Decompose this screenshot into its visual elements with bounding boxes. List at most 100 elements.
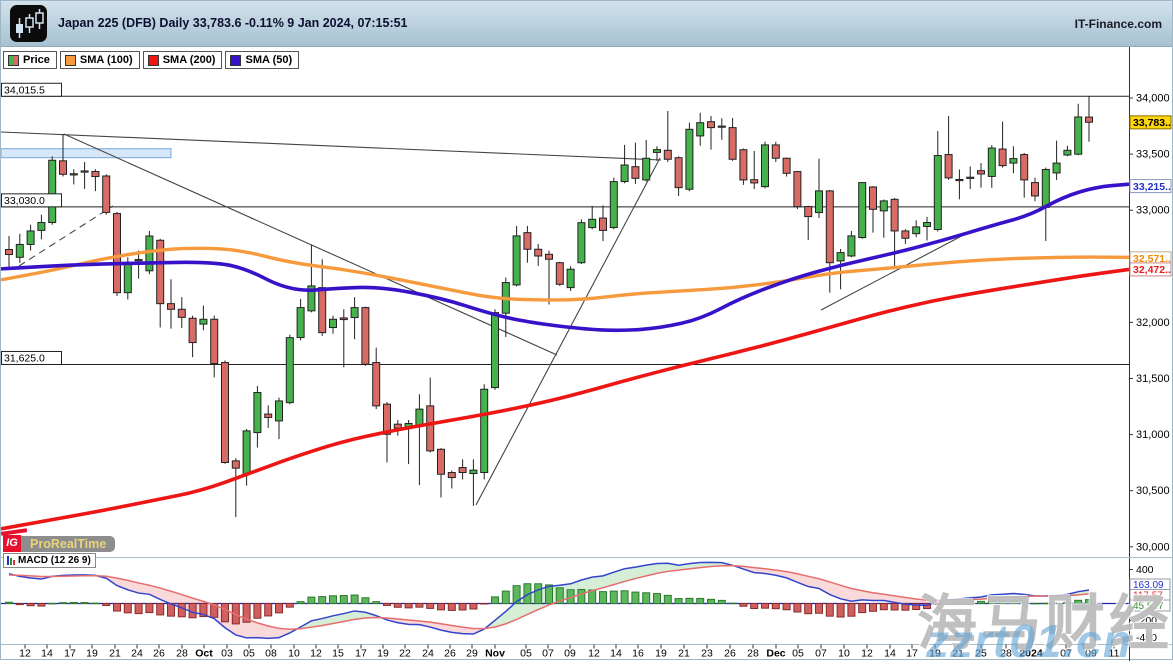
macd-histogram-bar (286, 604, 293, 608)
x-tick-label: 12 (861, 648, 873, 660)
candle-body (448, 473, 455, 478)
x-tick-label: 19 (86, 648, 98, 660)
x-tick-label: 26 (153, 648, 165, 660)
macd-histogram-bar (934, 604, 941, 605)
x-tick-label: 28 (1000, 648, 1012, 660)
macd-histogram-bar (578, 589, 585, 603)
price-pane[interactable]: 34,015.533,030.031,625.0 (1, 83, 1129, 529)
candle-body (211, 319, 218, 363)
candle-body (135, 260, 142, 261)
candle-body (848, 236, 855, 256)
macd-histogram-bar (384, 604, 391, 606)
candle-body (373, 363, 380, 406)
candle-body (794, 172, 801, 207)
candle-body (1086, 117, 1093, 122)
macd-histogram-bar (729, 603, 736, 604)
candle-body (589, 219, 596, 227)
candle-body (16, 244, 23, 257)
x-tick-label: 05 (520, 648, 532, 660)
macd-histogram-bar (848, 604, 855, 617)
sma100-line[interactable] (1, 248, 1129, 300)
x-tick-label: 2024 (1019, 648, 1043, 660)
candle-body (481, 389, 488, 472)
candle-body (60, 161, 67, 174)
candle-body (459, 468, 466, 473)
candle-body (200, 319, 207, 324)
macd-histogram-bar (697, 598, 704, 603)
candle-body (1042, 169, 1049, 207)
x-tick-label: 14 (884, 648, 896, 660)
macd-histogram-bar (124, 604, 131, 613)
x-tick-label: 12 (310, 648, 322, 660)
candle-body (492, 313, 499, 388)
candle-body (178, 309, 185, 317)
macd-histogram-bar (178, 604, 185, 617)
macd-histogram-bar (254, 604, 261, 619)
macd-indicator-label[interactable]: MACD (12 26 9) (3, 553, 96, 568)
macd-histogram-bar (276, 604, 283, 613)
x-tick-label: 24 (422, 648, 434, 660)
x-tick-label: 09 (564, 648, 576, 660)
x-tick-label: 17 (906, 648, 918, 660)
y-tick-label: 33,000 (1136, 205, 1170, 217)
candle-body (438, 449, 445, 474)
x-tick-label: 17 (355, 648, 367, 660)
y-tick-label: 31,000 (1136, 429, 1170, 441)
candle-body (114, 214, 121, 293)
candle-body (643, 158, 650, 180)
x-tick-label: 22 (399, 648, 411, 660)
macd-histogram-bar (70, 602, 77, 603)
macd-histogram-bar (891, 604, 898, 610)
macd-histogram-bar (222, 604, 229, 622)
macd-histogram-bar (1010, 600, 1017, 603)
x-tick-label: 08 (265, 648, 277, 660)
macd-histogram-bar (81, 603, 88, 604)
macd-histogram-bar (837, 604, 844, 618)
macd-histogram-bar (643, 593, 650, 604)
trendline[interactable] (64, 134, 557, 355)
x-tick-label: 21 (952, 648, 964, 660)
macd-histogram-bar (427, 604, 434, 609)
macd-histogram-bar (870, 604, 877, 612)
candle-body (567, 269, 574, 287)
x-tick-label: 05 (792, 648, 804, 660)
candle-body (513, 236, 520, 285)
macd-histogram-bar (1064, 602, 1071, 603)
candle-body (1064, 150, 1071, 155)
macd-histogram-bar (416, 604, 423, 608)
candle-body (600, 218, 607, 230)
ig-logo[interactable]: IG (3, 535, 21, 552)
macd-histogram-bar (157, 604, 164, 615)
macd-histogram-bar (481, 604, 488, 605)
candle-body (351, 308, 358, 318)
macd-histogram-bar (135, 604, 142, 614)
macd-histogram-bar (740, 604, 747, 607)
candle-body (988, 148, 995, 176)
prorealtime-badge[interactable]: ProRealTime (21, 536, 115, 552)
macd-histogram-bar (492, 597, 499, 604)
candle-body (783, 158, 790, 173)
level-label: 33,030.0 (4, 195, 45, 207)
macd-histogram-bar (1075, 600, 1082, 603)
candle-body (870, 187, 877, 209)
macd-histogram-bar (686, 598, 693, 603)
candle-body (535, 249, 542, 256)
x-tick-label: 21 (678, 648, 690, 660)
selected-line-highlight[interactable] (1, 149, 171, 158)
macd-histogram-bar (654, 594, 661, 604)
candle-body (27, 231, 34, 244)
macd-histogram-bar (373, 602, 380, 604)
macd-tick-label: -200 (1136, 615, 1157, 627)
candle-body (924, 223, 931, 227)
macd-histogram-bar (405, 604, 412, 608)
candle-body (222, 363, 229, 463)
macd-pane[interactable] (1, 562, 1129, 638)
macd-histogram-bar (297, 602, 304, 604)
candle-body (762, 145, 769, 187)
macd-histogram-bar (1053, 603, 1060, 604)
macd-histogram-bar (967, 602, 974, 604)
candle-body (945, 155, 952, 178)
y-tick-label: 33,500 (1136, 149, 1170, 161)
macd-histogram-bar (146, 604, 153, 613)
